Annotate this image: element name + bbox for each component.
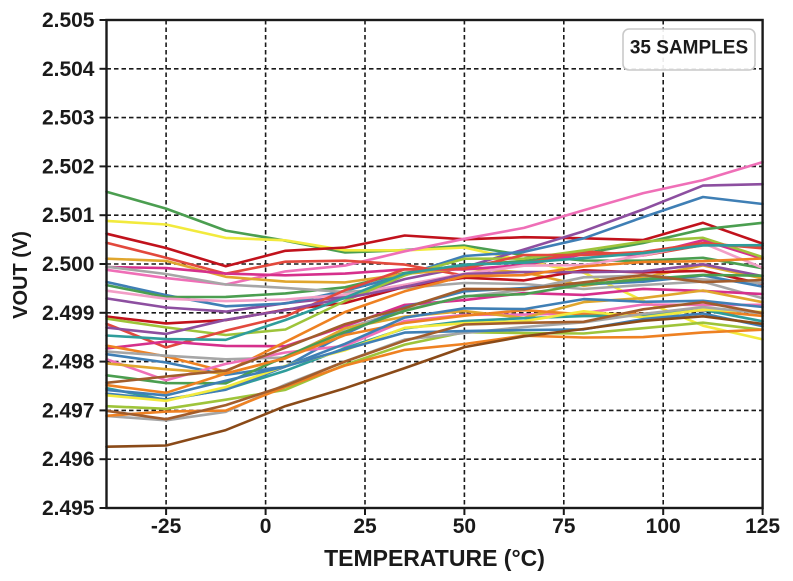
svg-text:2.496: 2.496 xyxy=(42,448,95,471)
svg-text:35 SAMPLES: 35 SAMPLES xyxy=(630,38,748,59)
svg-text:25: 25 xyxy=(353,515,377,538)
svg-text:0: 0 xyxy=(260,515,272,538)
svg-text:2.502: 2.502 xyxy=(42,155,95,178)
svg-text:2.503: 2.503 xyxy=(42,107,95,130)
svg-text:125: 125 xyxy=(745,515,780,538)
svg-text:2.501: 2.501 xyxy=(42,204,95,227)
svg-text:2.504: 2.504 xyxy=(42,58,95,81)
svg-text:2.500: 2.500 xyxy=(42,253,95,276)
svg-text:2.499: 2.499 xyxy=(42,302,95,325)
svg-text:TEMPERATURE (°C): TEMPERATURE (°C) xyxy=(324,545,545,571)
svg-text:2.495: 2.495 xyxy=(42,497,95,520)
svg-text:2.497: 2.497 xyxy=(42,399,95,422)
svg-text:75: 75 xyxy=(552,515,576,538)
svg-text:50: 50 xyxy=(453,515,476,538)
svg-text:-25: -25 xyxy=(151,515,182,538)
svg-text:VOUT (V): VOUT (V) xyxy=(10,231,32,319)
svg-text:2.498: 2.498 xyxy=(42,351,95,374)
svg-text:100: 100 xyxy=(646,515,681,538)
svg-text:2.505: 2.505 xyxy=(42,9,95,32)
